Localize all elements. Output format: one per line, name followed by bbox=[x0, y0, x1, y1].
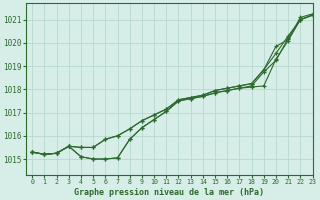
X-axis label: Graphe pression niveau de la mer (hPa): Graphe pression niveau de la mer (hPa) bbox=[74, 188, 264, 197]
